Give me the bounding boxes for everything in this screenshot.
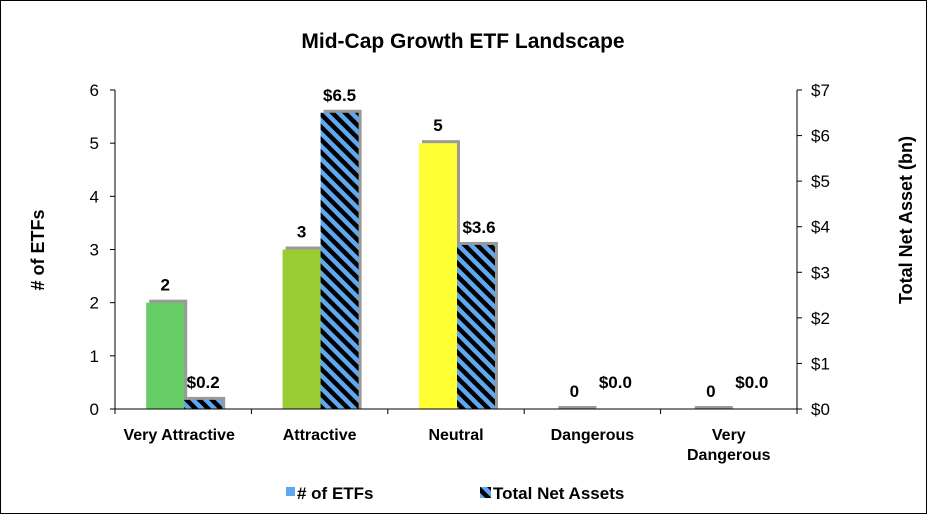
data-label-etfs: 0 — [570, 382, 579, 401]
left-tick-label: 5 — [90, 134, 99, 153]
left-tick-label: 4 — [90, 187, 99, 206]
legend-swatch-etfs — [286, 487, 295, 496]
right-tick-label: $0 — [811, 400, 830, 419]
category-label: Very Attractive — [123, 427, 235, 444]
legend-label-assets: Total Net Assets — [493, 484, 624, 503]
left-tick-label: 3 — [90, 241, 99, 260]
bar-assets — [184, 399, 223, 409]
right-tick-label: $6 — [811, 127, 830, 146]
data-label-etfs: 2 — [160, 276, 169, 295]
left-tick-label: 1 — [90, 347, 99, 366]
left-tick-label: 0 — [90, 400, 99, 419]
bar-assets — [320, 112, 359, 410]
left-tick-label: 6 — [90, 81, 99, 100]
data-label-etfs: 5 — [433, 116, 442, 135]
right-tick-label: $7 — [811, 81, 830, 100]
labels-layer: 2 $0.2 Very Attractive 3 $6.5 Attractive 5 $3.6… — [123, 86, 770, 464]
left-axis-label: # of ETFs — [28, 209, 48, 290]
data-label-assets: $6.5 — [323, 86, 356, 105]
bar-assets — [457, 244, 495, 409]
category-label: Dangerous — [551, 427, 635, 444]
axes-layer: 0 1 2 3 4 5 6 $0 $1 $2 $3 $4 $5 $6 $7 — [90, 81, 830, 419]
right-tick-label: $3 — [811, 263, 830, 282]
bar-shadow-etfs — [694, 406, 733, 409]
right-tick-label: $5 — [811, 172, 830, 191]
right-tick-label: $4 — [811, 218, 830, 237]
bars-layer — [146, 109, 733, 410]
chart-title: Mid-Cap Growth ETF Landscape — [301, 30, 624, 53]
right-tick-label: $2 — [811, 309, 830, 328]
data-label-etfs: 3 — [297, 223, 306, 242]
right-axis-label: Total Net Asset (bn) — [896, 136, 916, 304]
category-label: Attractive — [283, 427, 357, 444]
data-label-assets: $3.6 — [462, 218, 495, 237]
bar-etfs — [146, 302, 185, 409]
bar-shadow-etfs — [558, 406, 597, 409]
bar-etfs — [282, 249, 321, 409]
category-label: Neutral — [428, 427, 483, 444]
data-label-etfs: 0 — [706, 382, 715, 401]
legend-label-etfs: # of ETFs — [297, 484, 374, 503]
data-label-assets: $0.2 — [187, 373, 220, 392]
legend: # of ETFs Total Net Assets — [286, 484, 624, 503]
right-tick-label: $1 — [811, 354, 830, 373]
category-label: Very Dangerous — [687, 427, 771, 464]
legend-swatch-assets — [480, 487, 491, 498]
data-label-assets: $0.0 — [599, 373, 632, 392]
left-tick-label: 2 — [90, 294, 99, 313]
data-label-assets: $0.0 — [735, 373, 768, 392]
bar-etfs — [419, 143, 457, 409]
